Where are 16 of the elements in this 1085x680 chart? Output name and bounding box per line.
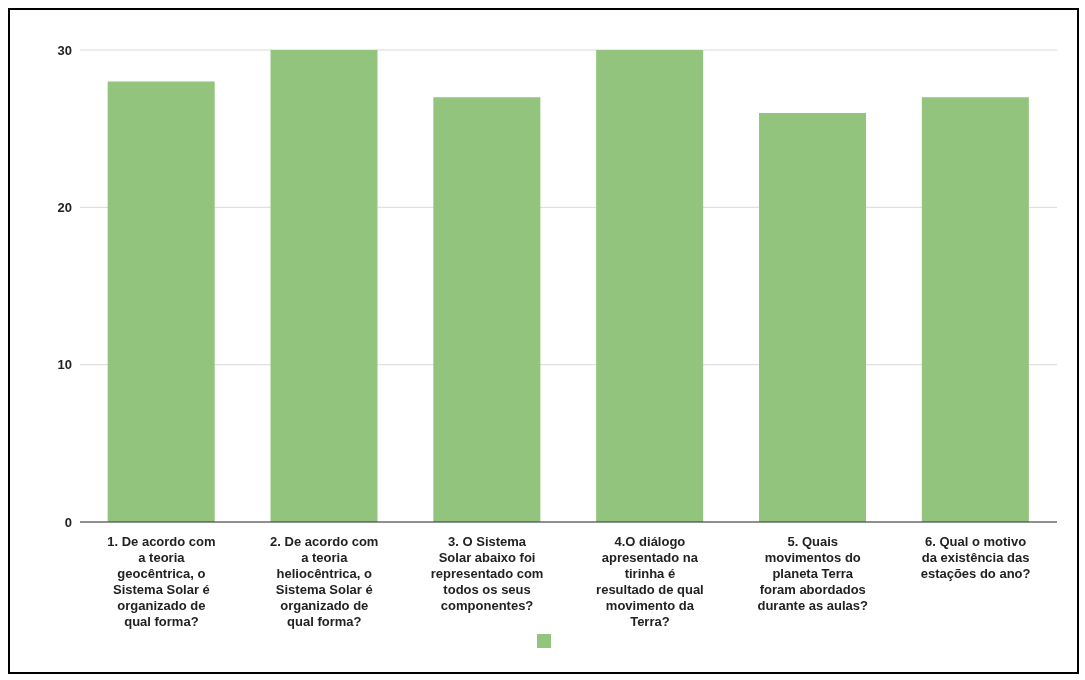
x-tick-label: 5. Quais movimentos do planeta Terra foram abordados durante as aulas? [757, 534, 869, 613]
y-tick-label: 30 [57, 42, 72, 58]
y-tick-label: 20 [57, 199, 72, 215]
bar [596, 50, 704, 522]
x-tick-label: 6. Qual o motivo da existência das estações do ano? [920, 534, 1031, 581]
y-tick-label: 10 [57, 357, 72, 373]
bar [759, 112, 867, 522]
x-tick-label: 1. De acordo com a teoria geocêntrica, o Sistema Solar é organizado de qual forma? [107, 534, 216, 629]
bar [270, 50, 378, 522]
bar [107, 81, 215, 522]
x-tick-label: 3. O Sistema Solar abaixo foi representado com todos os seus componentes? [430, 534, 544, 613]
y-tick-label: 0 [64, 514, 72, 530]
x-tick-label: 4.O diálogo apresentado na tirinha é resultado de qual movimento da Terra? [596, 534, 704, 629]
bar [921, 97, 1029, 522]
x-tick-label: 2. De acordo com a teoria heliocêntrica, o Sistema Solar é organizado de qual forma? [270, 534, 379, 629]
bar [433, 97, 541, 522]
